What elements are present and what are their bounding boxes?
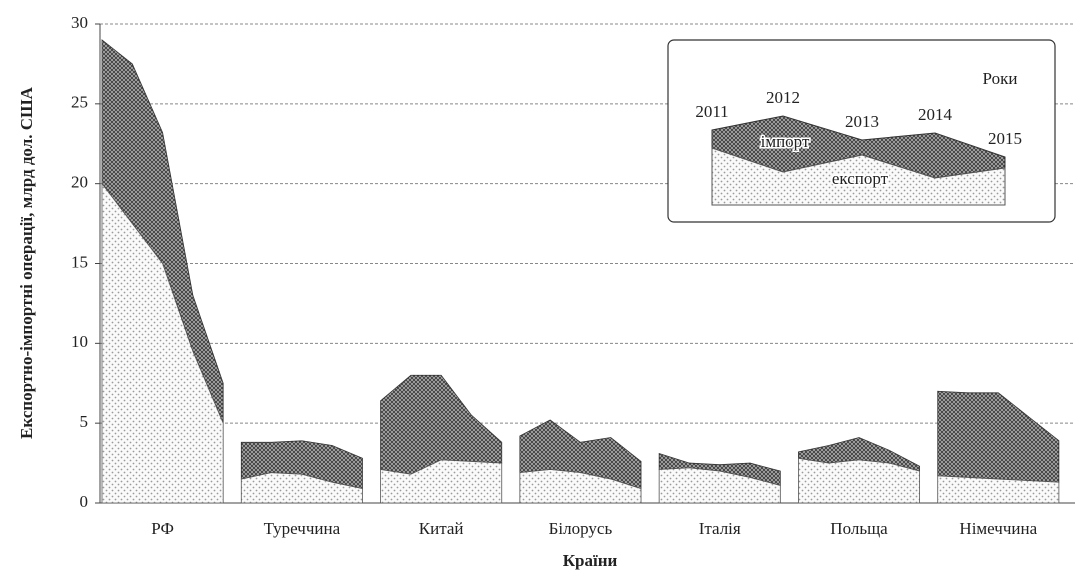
y-axis-label: Експортно-імпортні операції, млрд дол. С… bbox=[17, 86, 36, 439]
export-area bbox=[101, 182, 224, 504]
legend-export bbox=[711, 147, 1006, 206]
export-area bbox=[658, 467, 781, 504]
export-area bbox=[798, 457, 921, 504]
x-axis-label: Країни bbox=[563, 551, 618, 570]
legend: 2011 2012 2013 2014 2015 Роки імпорт експорт bbox=[667, 39, 1056, 223]
legend-year: 2012 bbox=[766, 88, 800, 107]
import-area bbox=[937, 390, 1060, 483]
legend-export-label: експорт bbox=[832, 169, 889, 188]
x-tick-label: Китай bbox=[419, 519, 464, 538]
legend-year: 2015 bbox=[988, 129, 1022, 148]
x-tick-label: Білорусь bbox=[549, 519, 613, 538]
y-tick-label: 30 bbox=[71, 13, 88, 32]
y-tick-label: 25 bbox=[71, 93, 88, 112]
x-tick-label: РФ bbox=[151, 519, 174, 538]
x-tick-label: Туреччина bbox=[264, 519, 341, 538]
legend-year: 2014 bbox=[918, 105, 953, 124]
y-tick-label: 10 bbox=[71, 332, 88, 351]
export-area bbox=[240, 472, 363, 504]
y-tick-label: 5 bbox=[80, 412, 89, 431]
legend-year: 2011 bbox=[695, 102, 728, 121]
x-tick-label: Німеччина bbox=[959, 519, 1037, 538]
export-area bbox=[937, 475, 1060, 504]
legend-import-label: імпорт bbox=[761, 132, 810, 151]
export-area bbox=[519, 469, 642, 504]
legend-title: Роки bbox=[983, 69, 1018, 88]
export-area bbox=[380, 459, 503, 504]
legend-year: 2013 bbox=[845, 112, 879, 131]
x-tick-label: Польща bbox=[830, 519, 888, 538]
import-area bbox=[380, 374, 503, 475]
y-tick-label: 15 bbox=[71, 252, 88, 271]
x-tick-label: Італія bbox=[699, 519, 741, 538]
y-tick-label: 0 bbox=[80, 492, 89, 511]
y-tick-label: 20 bbox=[71, 173, 88, 192]
